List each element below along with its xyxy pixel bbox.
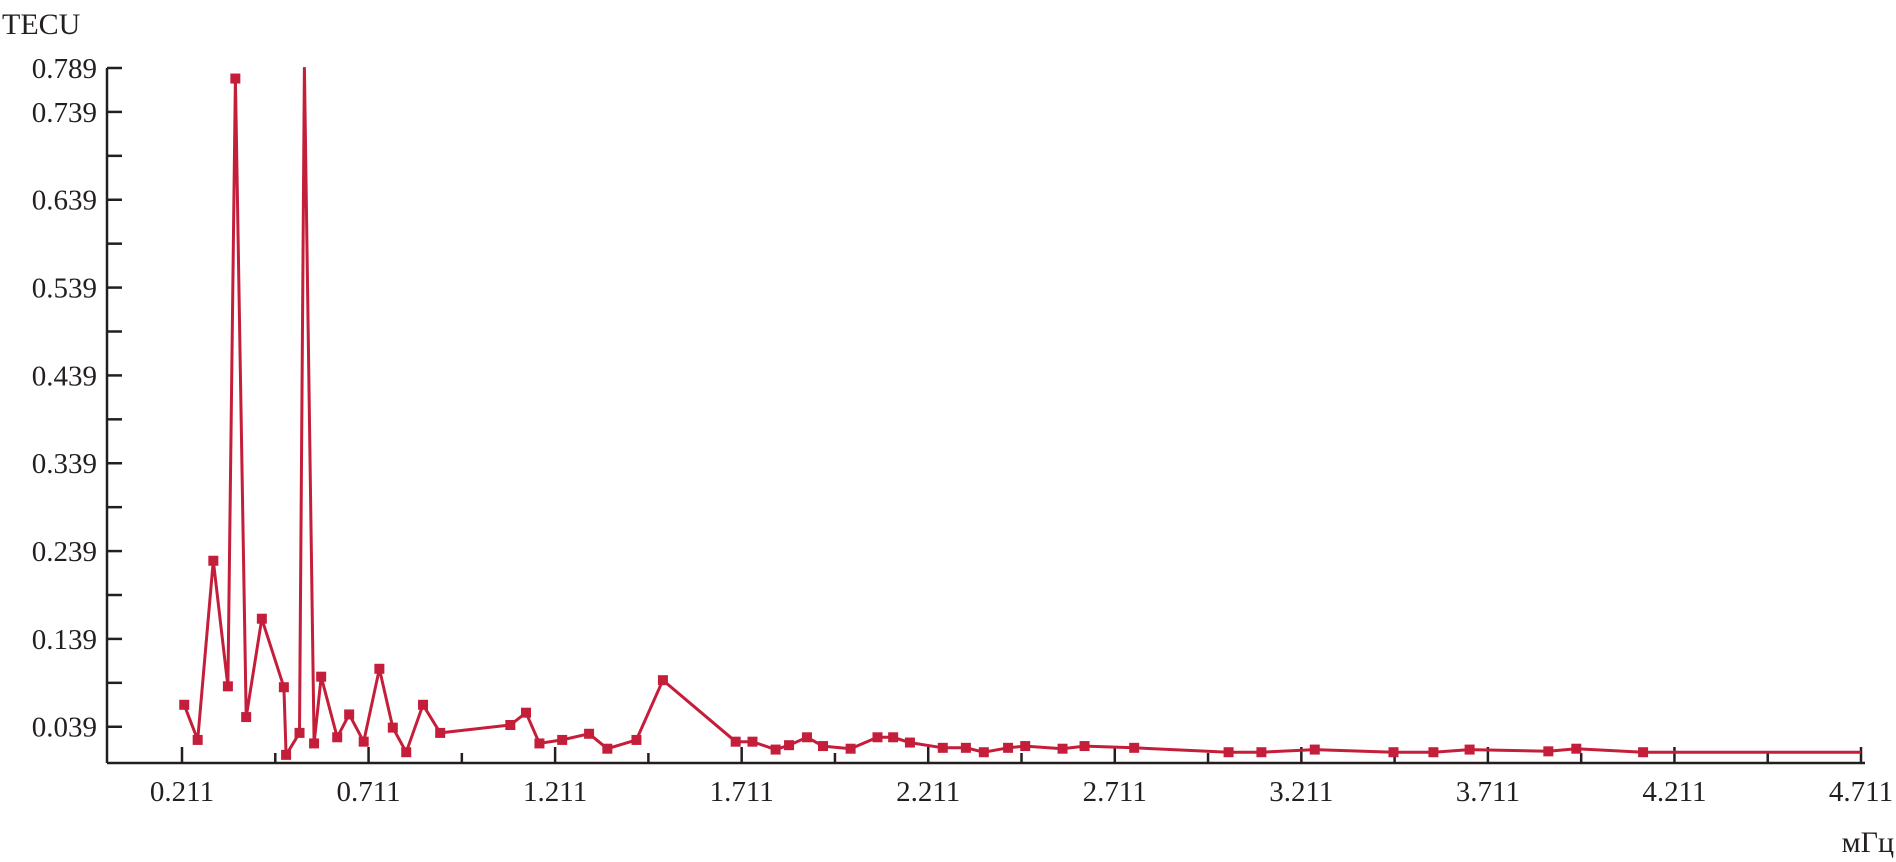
data-point — [845, 743, 856, 754]
data-point — [1129, 742, 1140, 753]
y-axis-label: TECU — [2, 8, 81, 41]
data-point — [904, 737, 915, 748]
data-point — [937, 742, 948, 753]
data-point — [784, 740, 795, 751]
data-point — [584, 728, 595, 739]
data-point — [730, 736, 741, 747]
data-point — [241, 712, 252, 723]
data-point — [602, 743, 613, 754]
y-tick-label: 0.539 — [32, 273, 97, 305]
data-point — [1223, 747, 1234, 758]
data-point — [657, 675, 668, 686]
data-point — [1428, 747, 1439, 758]
data-point — [222, 681, 233, 692]
data-point — [1020, 741, 1031, 752]
y-tick-label: 0.739 — [32, 97, 97, 129]
data-point — [332, 732, 343, 743]
data-point — [1079, 741, 1090, 752]
data-point — [960, 742, 971, 753]
data-point — [1057, 743, 1068, 754]
axes: 0.039 0.139 0.239 0.339 0.439 0.539 0.639 0.739… — [32, 53, 1893, 808]
x-tick-label: 0.711 — [336, 776, 400, 808]
data-point — [1003, 742, 1014, 753]
data-point — [978, 747, 989, 758]
data-point — [631, 734, 642, 745]
x-tick-label: 3.211 — [1269, 776, 1333, 808]
y-tick-label: 0.439 — [32, 360, 97, 392]
data-point — [294, 727, 305, 738]
data-point — [1256, 747, 1267, 758]
data-point — [435, 727, 446, 738]
data-point — [747, 736, 758, 747]
data-point — [801, 732, 812, 743]
data-point — [192, 734, 203, 745]
data-point — [256, 613, 267, 624]
data-point — [521, 707, 532, 718]
data-point — [1638, 747, 1649, 758]
y-tick-label: 0.239 — [32, 536, 97, 568]
x-tick-label: 4.711 — [1829, 776, 1893, 808]
data-point — [557, 734, 568, 745]
x-tick-label: 0.211 — [150, 776, 214, 808]
data-point — [374, 663, 385, 674]
data-point — [1388, 747, 1399, 758]
y-tick-label: 0.789 — [32, 53, 97, 85]
data-point — [1309, 744, 1320, 755]
data-point — [358, 736, 369, 747]
data-point — [278, 682, 289, 693]
x-axis-label: мГц — [1842, 826, 1894, 859]
data-point — [888, 732, 899, 743]
x-tick-label: 1.711 — [710, 776, 774, 808]
data-point — [770, 744, 781, 755]
y-tick-label: 0.139 — [32, 624, 97, 656]
x-tick-label: 2.211 — [896, 776, 960, 808]
data-point — [387, 722, 398, 733]
x-tick-label: 2.711 — [1083, 776, 1147, 808]
y-tick-label: 0.039 — [32, 712, 97, 744]
data-point — [309, 738, 320, 749]
data-point — [401, 747, 412, 758]
data-point — [281, 749, 292, 760]
y-tick-label: 0.639 — [32, 185, 97, 217]
series-line — [179, 67, 1861, 760]
data-point — [230, 73, 241, 84]
x-tick-label: 3.711 — [1456, 776, 1520, 808]
data-point — [818, 741, 829, 752]
data-point — [208, 555, 219, 566]
y-tick-label: 0.339 — [32, 448, 97, 480]
data-point — [1543, 746, 1554, 757]
data-point — [872, 732, 883, 743]
data-point — [1571, 743, 1582, 754]
data-point — [1464, 744, 1475, 755]
data-point — [316, 671, 327, 682]
series-polyline — [182, 67, 1861, 760]
data-point — [179, 699, 190, 710]
data-point — [534, 738, 545, 749]
x-tick-label: 4.211 — [1642, 776, 1706, 808]
data-point — [344, 709, 355, 720]
data-point — [505, 719, 516, 730]
data-point — [418, 699, 429, 710]
x-tick-label: 1.211 — [523, 776, 587, 808]
